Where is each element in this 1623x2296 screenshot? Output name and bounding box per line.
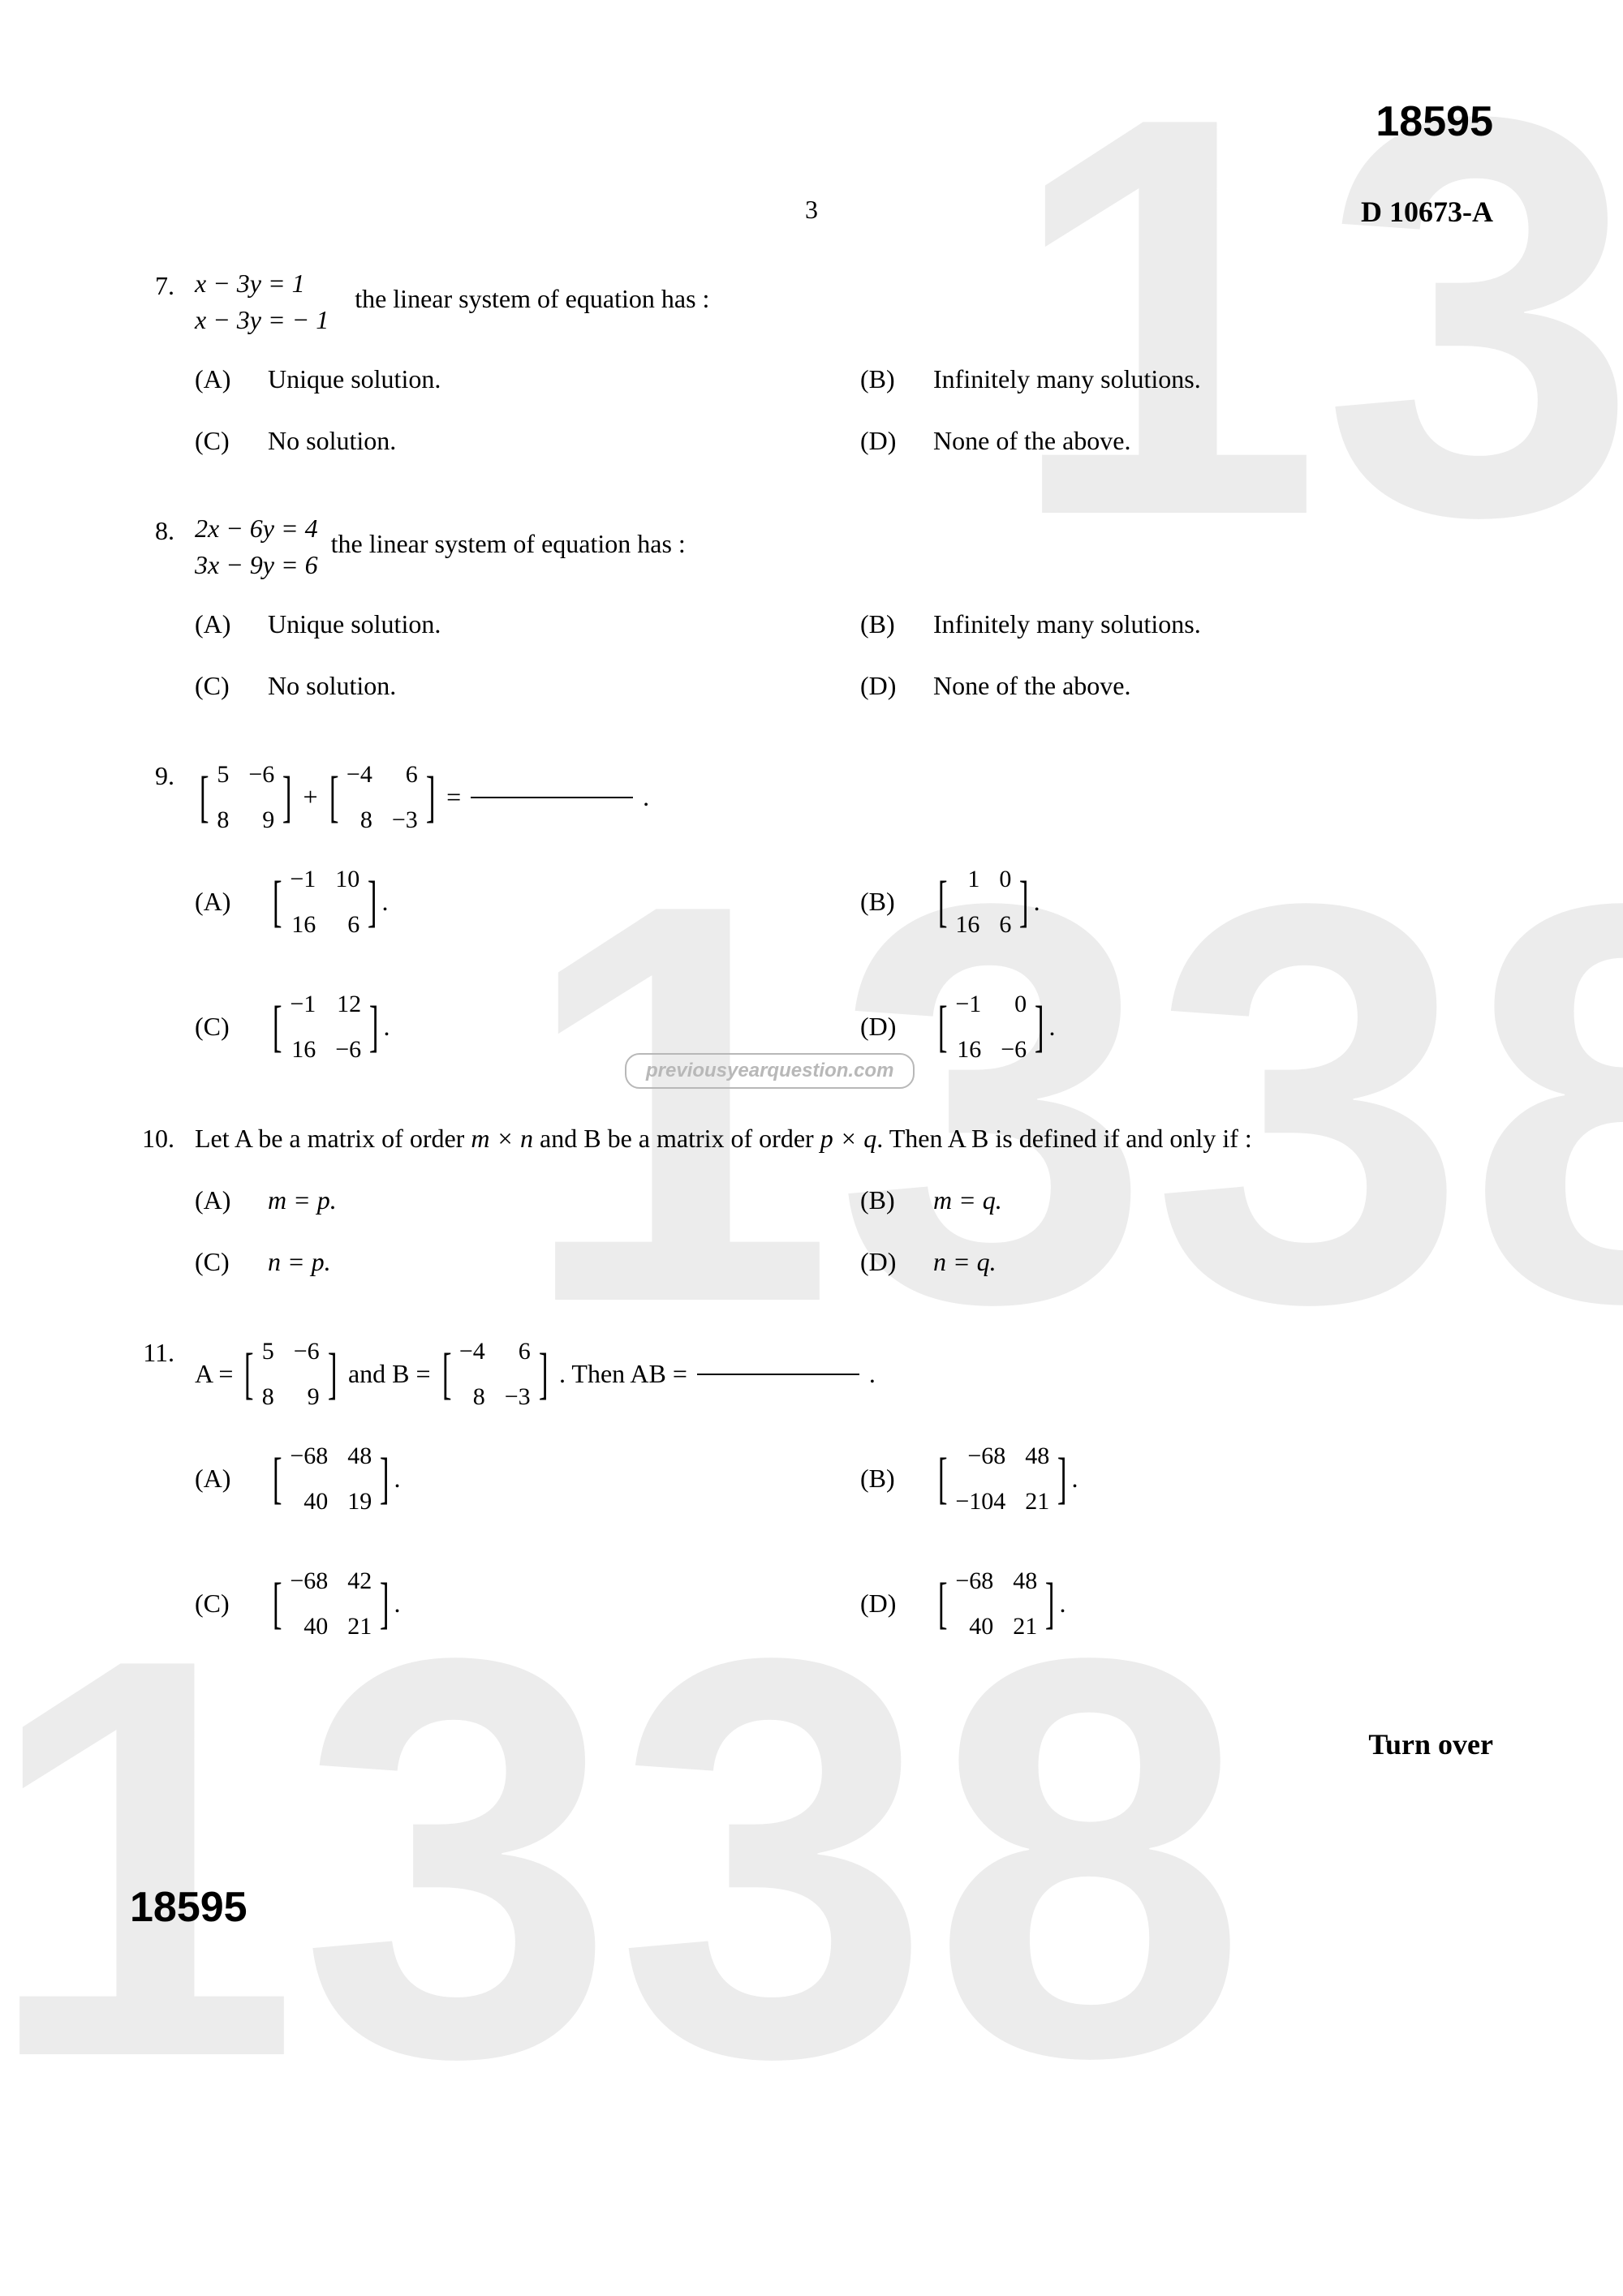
- q9-equals: =: [446, 776, 461, 818]
- option-10C: (C)n = p.: [195, 1241, 828, 1283]
- option-9D: (D) [ −10 16−6 ].: [860, 985, 1493, 1069]
- option-8D: (D)None of the above.: [860, 665, 1493, 707]
- question-number: 11.: [130, 1332, 195, 1662]
- option-8B: (B)Infinitely many solutions.: [860, 604, 1493, 645]
- page-header: 3 D 10673-A: [130, 195, 1493, 225]
- option-8A: (A)Unique solution.: [195, 604, 828, 645]
- q9-matrix-A: [ 5−6 89 ]: [195, 755, 297, 840]
- question-number: 8.: [130, 510, 195, 723]
- option-10A: (A)m = p.: [195, 1180, 828, 1221]
- question-number: 7.: [130, 265, 195, 478]
- option-7A: (A)Unique solution.: [195, 359, 828, 400]
- question-11: 11. A = [ 5−6 89 ] and B = [ −46: [130, 1332, 1493, 1662]
- option-9B: (B) [ 10 166 ].: [860, 860, 1493, 944]
- turn-over: Turn over: [130, 1727, 1493, 1761]
- question-7: 7. x − 3y = 1 x − 3y = − 1 the linear sy…: [130, 265, 1493, 478]
- option-9A: (A) [ −110 166 ].: [195, 860, 828, 944]
- q11-blank: [697, 1374, 859, 1375]
- question-8: 8. 2x − 6y = 4 3x − 9y = 6 the linear sy…: [130, 510, 1493, 723]
- question-7-tail: the linear system of equation has :: [355, 284, 709, 313]
- question-8-equations: 2x − 6y = 4 3x − 9y = 6: [195, 510, 318, 583]
- q11-matrix-B: [ −46 8−3 ]: [437, 1332, 553, 1417]
- top-exam-code: 18595: [130, 97, 1493, 146]
- q11-and-B: and B =: [348, 1353, 431, 1395]
- question-10: 10. Let A be a matrix of order m × n and…: [130, 1118, 1493, 1300]
- q11-prefix-A: A =: [195, 1353, 233, 1395]
- paper-code: D 10673-A: [1361, 195, 1493, 229]
- q11-matrix-A: [ 5−6 89 ]: [239, 1332, 342, 1417]
- question-number: 9.: [130, 755, 195, 1086]
- option-11C: (C) [ −6842 4021 ].: [195, 1562, 828, 1646]
- q9-matrix-B: [ −46 8−3 ]: [325, 755, 440, 840]
- option-11D: (D) [ −6848 4021 ].: [860, 1562, 1493, 1646]
- option-10B: (B)m = q.: [860, 1180, 1493, 1221]
- option-10D: (D)n = q.: [860, 1241, 1493, 1283]
- bottom-exam-code: 18595: [130, 1883, 1493, 1932]
- q11-then-AB: . Then AB =: [559, 1353, 687, 1395]
- question-9: 9. [ 5−6 89 ] + [ −46 8−3: [130, 755, 1493, 1086]
- option-7C: (C)No solution.: [195, 420, 828, 462]
- option-9C: (C) [ −112 16−6 ].: [195, 985, 828, 1069]
- option-11A: (A) [ −6848 4019 ].: [195, 1437, 828, 1521]
- option-8C: (C)No solution.: [195, 665, 828, 707]
- q9-operator: +: [304, 776, 318, 818]
- question-8-tail: the linear system of equation has :: [331, 529, 686, 558]
- question-7-equations: x − 3y = 1 x − 3y = − 1: [195, 265, 329, 338]
- q9-blank: [471, 797, 633, 798]
- option-7D: (D)None of the above.: [860, 420, 1493, 462]
- question-10-text: Let A be a matrix of order m × n and B b…: [195, 1118, 1493, 1159]
- question-number: 10.: [130, 1118, 195, 1300]
- option-7B: (B)Infinitely many solutions.: [860, 359, 1493, 400]
- page-number: 3: [130, 195, 1493, 225]
- option-11B: (B) [ −6848 −10421 ].: [860, 1437, 1493, 1521]
